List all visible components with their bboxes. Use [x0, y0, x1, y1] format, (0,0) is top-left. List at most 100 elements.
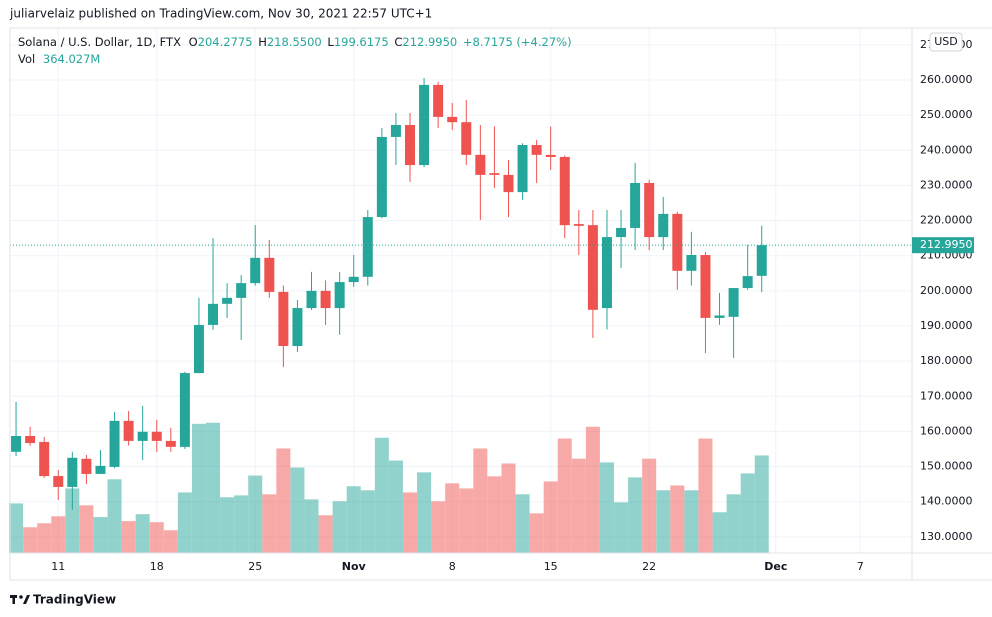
x-tick-label: Nov [342, 560, 367, 573]
y-tick-label: 160.0000 [920, 424, 973, 437]
l-label: L [327, 35, 334, 49]
volume-layer [9, 422, 769, 553]
brand: TradingView [33, 593, 116, 607]
candle-body [658, 213, 669, 238]
vol-label: Vol [18, 52, 35, 66]
volume-bar [121, 521, 136, 553]
currency-button[interactable] [929, 32, 963, 52]
y-tick-label: 230.0000 [920, 178, 973, 191]
volume-bar [585, 426, 600, 553]
candle-body [531, 145, 542, 155]
volume-bar [529, 513, 544, 553]
candle-body [672, 213, 683, 271]
publisher: juliarvelaiz published on TradingView.co… [9, 7, 432, 21]
candle-body [601, 237, 612, 309]
candle-body [179, 373, 190, 447]
volume-bar [614, 502, 629, 553]
candle-body [278, 291, 289, 347]
candle-body [292, 308, 303, 347]
candle-body [517, 145, 528, 193]
y-tick-label: 220.0000 [920, 214, 973, 227]
x-tick-label: 25 [248, 560, 262, 573]
volume-bar [107, 479, 122, 553]
candle-body [109, 420, 120, 467]
candle-body [616, 227, 627, 238]
volume-bar [360, 490, 375, 553]
candle-body [151, 431, 162, 441]
y-tick-label: 260.0000 [920, 73, 973, 86]
x-tick-label: 22 [642, 560, 656, 573]
volume-bar [177, 492, 192, 553]
volume-bar [726, 494, 741, 553]
candle-body [630, 182, 641, 228]
grid [10, 28, 912, 553]
volume-bar [276, 448, 291, 553]
candle-body [390, 124, 401, 137]
candle-layer [10, 77, 912, 510]
volume-bar [262, 494, 277, 553]
volume-bar [754, 455, 769, 553]
volume-bar [163, 530, 178, 553]
x-tick-label: 8 [449, 560, 456, 573]
candle-body [756, 245, 767, 276]
y-tick-label: 200.0000 [920, 284, 973, 297]
o-label: O [189, 35, 198, 49]
candle-body [95, 465, 106, 474]
volume-bar [557, 438, 572, 553]
y-tick-label: 180.0000 [920, 354, 973, 367]
volume-bar [388, 460, 403, 553]
volume-bar [473, 448, 488, 553]
volume-bar [487, 476, 502, 553]
h-value: 218.5500 [267, 35, 322, 49]
volume-bar [628, 477, 643, 553]
volume-bar [374, 437, 389, 553]
vol-value: 364.027M [43, 52, 100, 66]
l-value: 199.6175 [334, 35, 389, 49]
o-value: 204.2775 [198, 35, 253, 49]
volume-bar [599, 462, 614, 553]
x-tick-label: 11 [51, 560, 65, 573]
currency-label[interactable]: USD [934, 35, 958, 48]
volume-bar [402, 492, 417, 553]
legend: Solana / U.S. Dollar, 1D, FTX O204.2775 … [18, 35, 572, 49]
volume-bar [318, 515, 333, 553]
volume-bar [51, 516, 66, 553]
c-label: C [394, 35, 402, 49]
volume-bar [431, 501, 446, 553]
volume-bar [712, 512, 727, 553]
volume-bar [445, 483, 460, 553]
candle-body [461, 122, 472, 155]
symbol: Solana / U.S. Dollar, 1D, FTX [18, 35, 181, 49]
candle-body [25, 435, 36, 444]
candle-body [348, 276, 359, 283]
candle-body [700, 255, 711, 318]
candle-body [573, 224, 584, 226]
volume-bar [304, 499, 319, 553]
volume-bar [9, 503, 24, 553]
volume-bar [37, 523, 52, 553]
volume-bar [248, 475, 263, 553]
volume-bar [740, 473, 755, 553]
candle-body [559, 156, 570, 226]
volume-bar [656, 490, 671, 553]
volume-bar [670, 485, 685, 553]
volume-bar [332, 501, 347, 553]
candle-body [587, 225, 598, 310]
volume-bar [417, 472, 432, 553]
y-tick-label: 240.0000 [920, 143, 973, 156]
candle-body [165, 440, 176, 447]
candle-body [644, 182, 655, 238]
candle-body [264, 257, 275, 292]
candle-body [11, 435, 22, 452]
volume-bar [501, 463, 516, 553]
candle-body [81, 458, 92, 474]
candle-body [489, 173, 500, 175]
last-price-tag [912, 237, 974, 254]
candle-body [404, 124, 415, 166]
volume-bar [234, 495, 249, 553]
volume-bar [346, 486, 361, 553]
x-tick-label: 15 [544, 560, 558, 573]
last-price-label: 212.9950 [920, 238, 973, 251]
candle-body [503, 174, 514, 193]
